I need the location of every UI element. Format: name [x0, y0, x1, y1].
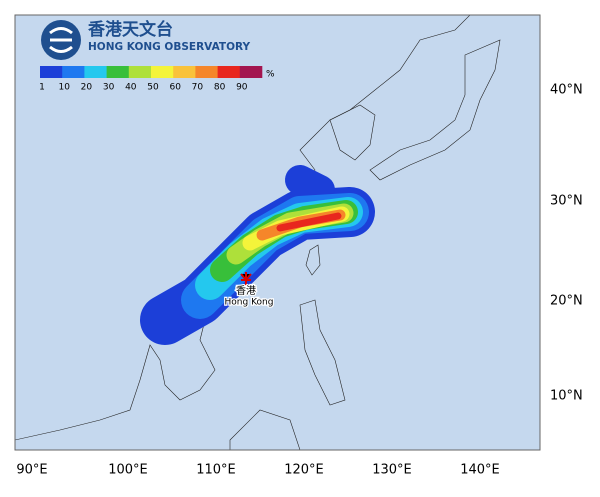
axis-labels: 90°E 100°E 110°E 120°E 130°E 140°E 40°N 30°N 20°… — [16, 83, 582, 478]
logo-emblem-lines — [49, 27, 73, 53]
legend-swatch — [84, 66, 107, 78]
korea — [329, 104, 376, 161]
longitude-label: 120°E — [284, 463, 324, 478]
probability-swath — [140, 165, 375, 345]
legend-label: 1 — [39, 83, 45, 93]
japan — [369, 39, 501, 181]
legend-label: 50 — [147, 83, 159, 93]
map-frame — [14, 14, 541, 451]
legend-swatch — [173, 66, 196, 78]
latitude-label: 40°N — [550, 83, 583, 98]
longitude-label: 100°E — [108, 463, 148, 478]
place-chinese: 香港 — [236, 285, 256, 297]
legend-label: 40 — [125, 83, 137, 93]
legend-label: 60 — [169, 83, 181, 93]
legend-swatch — [40, 66, 63, 78]
legend-swatch — [128, 66, 152, 78]
legend-swatch — [195, 66, 218, 78]
borneo — [229, 409, 301, 450]
legend-label: 10 — [58, 83, 70, 93]
place-english: Hong Kong — [225, 298, 274, 308]
legend-swatch — [239, 66, 263, 78]
legend-swatch — [151, 66, 174, 78]
legend: 1 10 20 30 40 50 60 70 80 90% — [39, 66, 275, 93]
hong-kong-marker — [240, 272, 252, 286]
longitude-label: 130°E — [372, 463, 412, 478]
legend-swatch — [62, 66, 85, 78]
swath-band — [285, 165, 335, 205]
logo-chinese: 香港天文台 — [88, 19, 173, 40]
latitude-label: 10°N — [550, 389, 583, 404]
longitude-label: 110°E — [196, 463, 236, 478]
legend-label: 30 — [103, 83, 115, 93]
legend-swatch — [106, 66, 130, 78]
logo-english: HONG KONG OBSERVATORY — [88, 41, 251, 53]
legend-label: 20 — [81, 83, 93, 93]
latitude-label: 20°N — [550, 294, 583, 309]
longitude-label: 90°E — [16, 463, 47, 478]
map — [15, 15, 540, 450]
taiwan — [305, 244, 321, 276]
legend-swatch — [217, 66, 241, 78]
swath-band — [276, 212, 342, 232]
philippines — [299, 299, 346, 406]
legend-label: 90 — [236, 83, 248, 93]
legend-label: 70 — [192, 83, 204, 93]
legend-label: 80 — [214, 83, 226, 93]
longitude-label: 140°E — [460, 463, 500, 478]
legend-unit: % — [266, 70, 275, 80]
latitude-label: 30°N — [550, 194, 583, 209]
